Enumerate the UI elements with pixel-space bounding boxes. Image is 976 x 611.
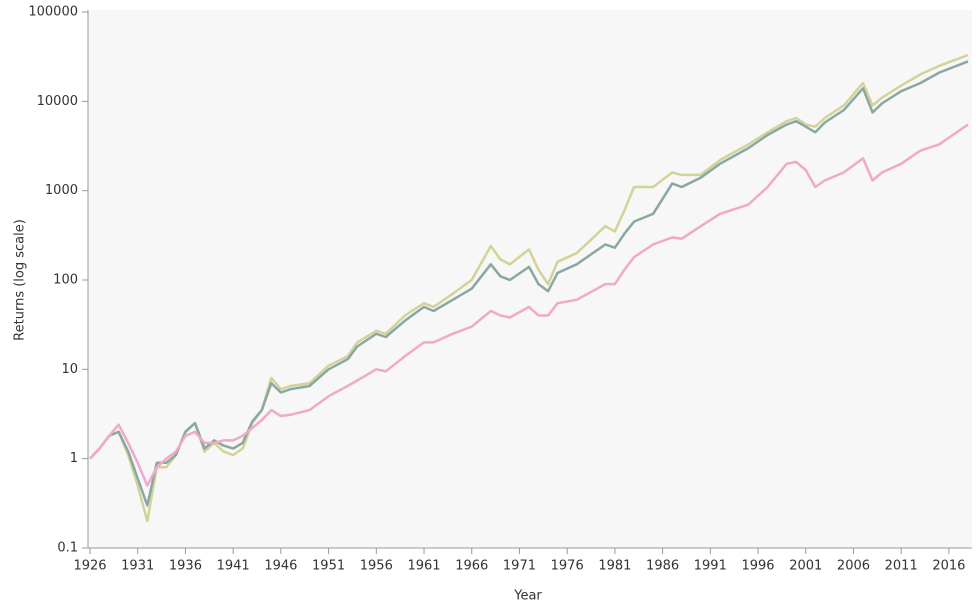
x-tick-label: 1986: [646, 559, 679, 574]
y-tick-label: 10: [61, 362, 78, 377]
x-tick-label: 1951: [312, 559, 345, 574]
x-tick-label: 1936: [169, 559, 202, 574]
x-tick-label: 1971: [503, 559, 536, 574]
x-tick-label: 1991: [694, 559, 727, 574]
y-tick-label: 100000: [28, 5, 78, 20]
x-tick-label: 1966: [455, 559, 488, 574]
x-tick-label: 2006: [837, 559, 870, 574]
y-tick-label: 100: [53, 273, 78, 288]
x-tick-label: 1946: [264, 559, 297, 574]
y-tick-label: 0.1: [57, 541, 78, 556]
x-tick-label: 2001: [789, 559, 822, 574]
series-line: [89, 60, 969, 507]
y-axis-label: Returns (log scale): [13, 219, 28, 341]
x-tick-label: 1956: [360, 559, 393, 574]
x-tick-label: 1931: [121, 559, 154, 574]
x-tick-label: 2016: [932, 559, 965, 574]
x-tick-label: 1941: [217, 559, 250, 574]
y-tick-label: 1000: [45, 183, 78, 198]
series-line: [89, 123, 969, 487]
y-tick-label: 10000: [37, 94, 78, 109]
x-tick-label: 2011: [885, 559, 918, 574]
x-axis-label: Year: [513, 589, 542, 604]
plot-background: [88, 10, 972, 548]
y-tick-label: 1: [70, 451, 78, 466]
x-tick-label: 1996: [741, 559, 774, 574]
x-tick-label: 1926: [73, 559, 106, 574]
x-tick-label: 1981: [598, 559, 631, 574]
x-tick-label: 1961: [407, 559, 440, 574]
x-tick-label: 1976: [551, 559, 584, 574]
